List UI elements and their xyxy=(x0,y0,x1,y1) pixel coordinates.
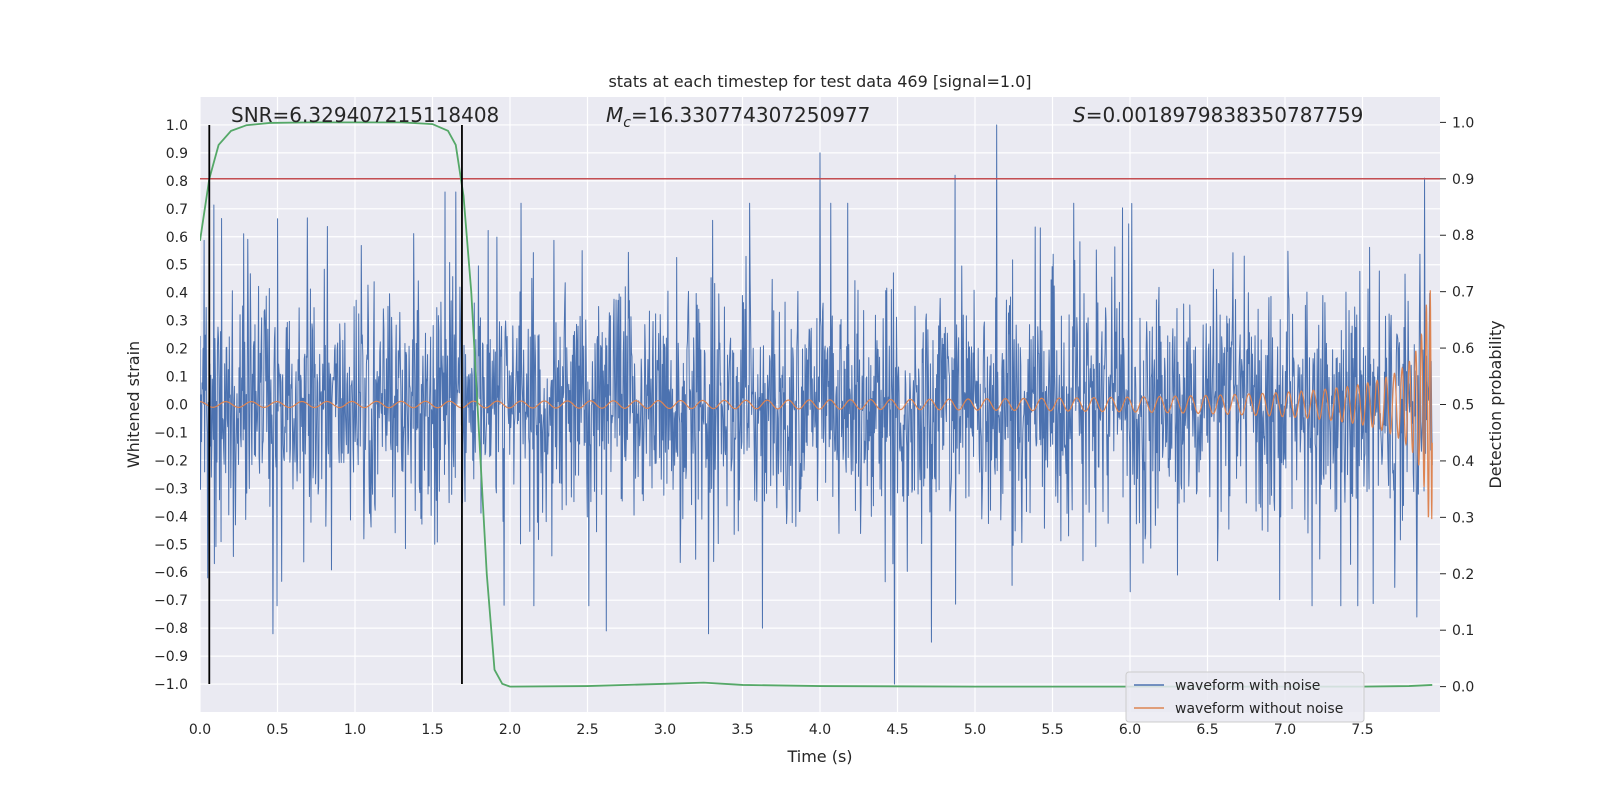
chirp-mass-symbol: M xyxy=(606,103,623,127)
y-tick-label: −0.7 xyxy=(154,593,188,609)
y-tick-label: 0.0 xyxy=(166,398,188,414)
x-tick-label: 3.5 xyxy=(731,722,753,738)
x-axis-label: Time (s) xyxy=(786,747,852,766)
y-tick-label: 0.6 xyxy=(166,230,188,246)
chirp-mass-annotation: Mc=16.330774307250977 xyxy=(606,103,870,131)
y2-tick-label: 0.9 xyxy=(1452,172,1474,188)
y-tick-label: 0.1 xyxy=(166,370,188,386)
y2-tick-label: 0.0 xyxy=(1452,680,1474,696)
x-tick-label: 4.0 xyxy=(809,722,831,738)
y-tick-label: −0.9 xyxy=(154,649,188,665)
x-tick-label: 0.5 xyxy=(266,722,288,738)
y-tick-label: −0.8 xyxy=(154,621,188,637)
y-tick-label: 0.2 xyxy=(166,342,188,358)
legend-label-noise: waveform with noise xyxy=(1175,678,1320,694)
chirp-mass-value: =16.330774307250977 xyxy=(631,103,870,127)
x-tick-label: 6.5 xyxy=(1196,722,1218,738)
series-waveform-without-noise xyxy=(200,290,1433,520)
snr-annotation: SNR=6.329407215118408 xyxy=(231,103,499,127)
s-annotation: S=0.0018979838350787759 xyxy=(1073,103,1363,127)
legend-label-clean: waveform without noise xyxy=(1175,701,1343,717)
vertical-markers xyxy=(208,124,463,685)
y-axis-label: Whitened strain xyxy=(124,341,143,468)
y-tick-label: 1.0 xyxy=(166,118,188,134)
y2-axis-label: Detection probability xyxy=(1486,320,1505,488)
y-tick-label: 0.7 xyxy=(166,202,188,218)
y2-axis-ticks: 1.0 0.9 0.8 0.7 0.6 0.5 0.4 0.3 0.2 0.1 0.0 xyxy=(1440,115,1474,696)
x-tick-label: 7.5 xyxy=(1351,722,1373,738)
y2-tick-label: 0.7 xyxy=(1452,285,1474,301)
x-tick-label: 7.0 xyxy=(1274,722,1296,738)
x-tick-label: 2.0 xyxy=(499,722,521,738)
y2-tick-label: 0.5 xyxy=(1452,398,1474,414)
chart-title: stats at each timestep for test data 469… xyxy=(608,72,1031,91)
x-tick-label: 1.5 xyxy=(421,722,443,738)
legend: waveform with noise waveform without noi… xyxy=(1125,671,1365,723)
legend-box xyxy=(1125,671,1365,723)
y2-tick-label: 0.1 xyxy=(1452,623,1474,639)
y-tick-label: −1.0 xyxy=(154,677,188,693)
y-axis-ticks: 1.0 0.9 0.8 0.7 0.6 0.5 0.4 0.3 0.2 0.1 0.0 −0.1 −0.… xyxy=(154,118,188,693)
x-tick-label: 4.5 xyxy=(886,722,908,738)
y-tick-label: 0.5 xyxy=(166,258,188,274)
y2-tick-label: 0.2 xyxy=(1452,567,1474,583)
series-detection-probability xyxy=(200,121,1433,688)
x-tick-label: 1.0 xyxy=(344,722,366,738)
x-tick-label: 6.0 xyxy=(1119,722,1141,738)
y-tick-label: −0.1 xyxy=(154,425,188,441)
y-tick-label: 0.3 xyxy=(166,314,188,330)
x-axis-ticks: 0.0 0.5 1.0 1.5 2.0 2.5 3.0 3.5 4.0 4.5 5.0 5.5 6.0 6… xyxy=(189,722,1374,738)
chirp-mass-subscript: c xyxy=(623,115,631,131)
y2-tick-label: 0.4 xyxy=(1452,454,1474,470)
x-tick-label: 3.0 xyxy=(654,722,676,738)
y-tick-label: −0.2 xyxy=(154,453,188,469)
y-tick-label: −0.4 xyxy=(154,509,188,525)
y2-tick-label: 1.0 xyxy=(1452,115,1474,131)
series-waveform-with-noise xyxy=(200,124,1433,685)
y-tick-label: 0.4 xyxy=(166,286,188,302)
plot-content xyxy=(200,121,1440,688)
x-tick-label: 0.0 xyxy=(189,722,211,738)
s-value: =0.0018979838350787759 xyxy=(1086,103,1364,127)
s-symbol: S xyxy=(1073,103,1086,127)
y-tick-label: −0.5 xyxy=(154,537,188,553)
y-tick-label: 0.9 xyxy=(166,146,188,162)
y2-tick-label: 0.8 xyxy=(1452,228,1474,244)
y2-tick-label: 0.6 xyxy=(1452,341,1474,357)
y2-tick-label: 0.3 xyxy=(1452,510,1474,526)
x-tick-label: 5.0 xyxy=(964,722,986,738)
y-tick-label: 0.8 xyxy=(166,174,188,190)
y-tick-label: −0.3 xyxy=(154,481,188,497)
x-tick-label: 5.5 xyxy=(1041,722,1063,738)
y-tick-label: −0.6 xyxy=(154,565,188,581)
x-tick-label: 2.5 xyxy=(576,722,598,738)
